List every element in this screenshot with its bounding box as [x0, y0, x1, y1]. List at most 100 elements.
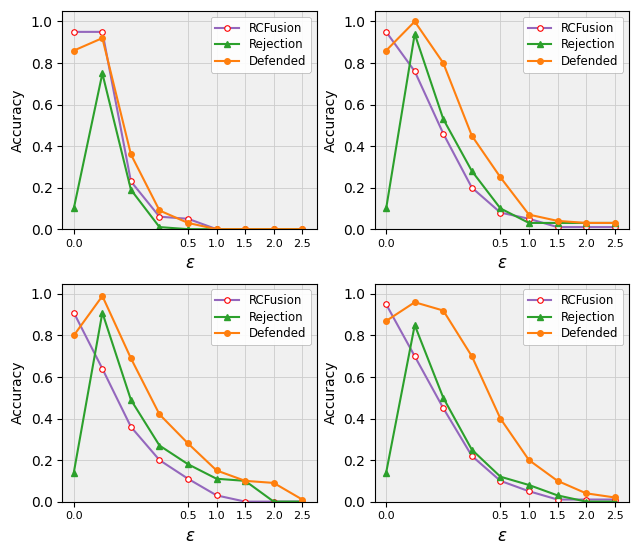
Defended: [382, 317, 390, 324]
Defended: [497, 415, 504, 422]
Rejection: [184, 461, 192, 468]
Rejection: [241, 226, 249, 232]
RCFusion: [156, 456, 163, 463]
Rejection: [525, 220, 532, 226]
Defended: [270, 226, 278, 232]
Rejection: [554, 220, 561, 226]
Defended: [554, 478, 561, 484]
Rejection: [582, 498, 590, 505]
Defended: [411, 299, 419, 306]
Y-axis label: Accuracy: Accuracy: [11, 88, 25, 152]
Defended: [127, 355, 135, 361]
RCFusion: [298, 226, 306, 232]
RCFusion: [468, 184, 476, 191]
RCFusion: [497, 478, 504, 484]
Defended: [382, 47, 390, 54]
Rejection: [554, 492, 561, 499]
Y-axis label: Accuracy: Accuracy: [11, 361, 25, 424]
Defended: [298, 496, 306, 503]
X-axis label: ε: ε: [497, 527, 506, 545]
Defended: [554, 217, 561, 224]
Defended: [212, 226, 220, 232]
Rejection: [525, 481, 532, 488]
Rejection: [468, 168, 476, 175]
RCFusion: [156, 214, 163, 220]
Line: Rejection: Rejection: [71, 310, 305, 504]
RCFusion: [440, 130, 447, 137]
Rejection: [497, 205, 504, 212]
RCFusion: [411, 353, 419, 360]
Defended: [497, 174, 504, 181]
Rejection: [411, 31, 419, 37]
Defended: [525, 211, 532, 218]
X-axis label: ε: ε: [185, 527, 194, 545]
Rejection: [99, 70, 106, 77]
Defended: [241, 478, 249, 484]
Rejection: [440, 116, 447, 122]
Legend: RCFusion, Rejection, Defended: RCFusion, Rejection, Defended: [523, 290, 623, 345]
Rejection: [70, 469, 77, 476]
RCFusion: [241, 498, 249, 505]
RCFusion: [184, 475, 192, 482]
RCFusion: [611, 496, 618, 503]
Rejection: [582, 220, 590, 226]
Rejection: [99, 309, 106, 316]
RCFusion: [497, 209, 504, 216]
Legend: RCFusion, Rejection, Defended: RCFusion, Rejection, Defended: [523, 17, 623, 72]
Defended: [298, 226, 306, 232]
X-axis label: ε: ε: [185, 255, 194, 272]
Rejection: [156, 442, 163, 449]
Line: Defended: Defended: [383, 300, 618, 500]
Defended: [70, 332, 77, 339]
Legend: RCFusion, Rejection, Defended: RCFusion, Rejection, Defended: [211, 17, 310, 72]
Line: Rejection: Rejection: [383, 322, 618, 504]
RCFusion: [554, 496, 561, 503]
RCFusion: [298, 498, 306, 505]
Rejection: [70, 205, 77, 212]
Rejection: [212, 475, 220, 482]
Y-axis label: Accuracy: Accuracy: [323, 361, 337, 424]
Rejection: [440, 394, 447, 401]
Defended: [270, 480, 278, 486]
Rejection: [382, 469, 390, 476]
RCFusion: [241, 226, 249, 232]
Rejection: [127, 186, 135, 193]
Defended: [184, 220, 192, 226]
Rejection: [411, 322, 419, 329]
Line: RCFusion: RCFusion: [71, 29, 305, 232]
Defended: [156, 411, 163, 418]
Rejection: [497, 473, 504, 480]
Rejection: [212, 226, 220, 232]
RCFusion: [582, 496, 590, 503]
Defended: [611, 494, 618, 501]
RCFusion: [382, 28, 390, 35]
Defended: [440, 59, 447, 66]
RCFusion: [70, 28, 77, 35]
RCFusion: [99, 28, 106, 35]
Defended: [99, 292, 106, 299]
Line: Rejection: Rejection: [383, 31, 618, 226]
Defended: [241, 226, 249, 232]
Rejection: [127, 396, 135, 403]
Line: RCFusion: RCFusion: [71, 310, 305, 504]
RCFusion: [127, 178, 135, 185]
Line: RCFusion: RCFusion: [383, 29, 618, 230]
Rejection: [298, 498, 306, 505]
Line: RCFusion: RCFusion: [383, 301, 618, 502]
Legend: RCFusion, Rejection, Defended: RCFusion, Rejection, Defended: [211, 290, 310, 345]
Defended: [468, 132, 476, 139]
RCFusion: [525, 488, 532, 495]
Line: Defended: Defended: [71, 293, 305, 502]
Defended: [582, 490, 590, 497]
RCFusion: [411, 68, 419, 75]
Rejection: [611, 498, 618, 505]
RCFusion: [99, 365, 106, 372]
Rejection: [382, 205, 390, 212]
Rejection: [270, 226, 278, 232]
Defended: [525, 456, 532, 463]
Rejection: [156, 224, 163, 230]
Defended: [156, 207, 163, 214]
Rejection: [611, 220, 618, 226]
RCFusion: [270, 498, 278, 505]
Rejection: [468, 446, 476, 453]
